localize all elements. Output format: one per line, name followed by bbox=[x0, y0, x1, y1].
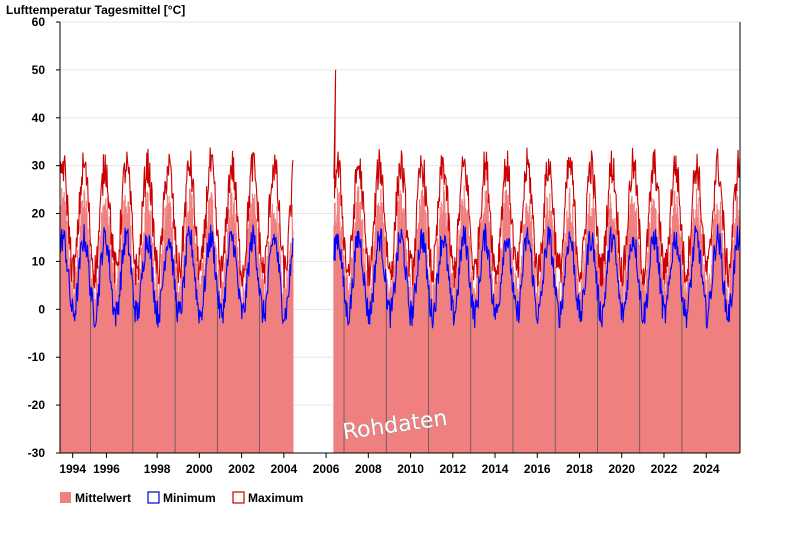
x-tick-label: 2000 bbox=[186, 462, 213, 476]
x-tick-label: 1996 bbox=[93, 462, 120, 476]
x-tick-label: 2016 bbox=[524, 462, 551, 476]
legend: Mittelwert Minimum Maximum bbox=[60, 491, 303, 505]
maximum-line bbox=[59, 147, 294, 289]
x-tick-labels: 1994 1996 1998 2000 2002 2004 2006 2008 2010 2012… bbox=[59, 462, 720, 476]
y-tick-labels: 60 50 40 30 20 10 0 -10 -20 -30 bbox=[28, 15, 46, 460]
minimum-line bbox=[333, 223, 741, 329]
legend-swatch-maximum bbox=[232, 491, 245, 504]
legend-label-minimum: Minimum bbox=[163, 491, 216, 505]
x-tick-label: 2012 bbox=[439, 462, 466, 476]
legend-label-mittelwert: Mittelwert bbox=[75, 491, 131, 505]
y-tick-label: 30 bbox=[32, 159, 46, 173]
x-tick-label: 1994 bbox=[59, 462, 86, 476]
x-tick-label: 1998 bbox=[144, 462, 171, 476]
chart-title: Lufttemperatur Tagesmittel [°C] bbox=[6, 3, 185, 17]
mean-bar bbox=[292, 230, 294, 453]
legend-item-minimum: Minimum bbox=[147, 491, 216, 505]
y-tick-label: 20 bbox=[32, 207, 46, 221]
y-tick-label: -30 bbox=[28, 446, 46, 460]
x-tick-label: 2010 bbox=[397, 462, 424, 476]
legend-item-maximum: Maximum bbox=[232, 491, 303, 505]
x-tick-label: 2018 bbox=[566, 462, 593, 476]
minimum-line bbox=[59, 224, 294, 329]
y-tick-label: 60 bbox=[32, 15, 46, 29]
minimum-series bbox=[59, 223, 741, 329]
x-tick-label: 2020 bbox=[608, 462, 635, 476]
x-tick-label: 2002 bbox=[228, 462, 255, 476]
x-tick-label: 2014 bbox=[482, 462, 509, 476]
legend-item-mittelwert: Mittelwert bbox=[60, 491, 131, 505]
legend-swatch-minimum bbox=[147, 491, 160, 504]
x-tick-label: 2008 bbox=[355, 462, 382, 476]
x-tick-label: 2006 bbox=[313, 462, 340, 476]
axes bbox=[56, 21, 741, 458]
y-tick-label: 50 bbox=[32, 63, 46, 77]
y-tick-label: 0 bbox=[38, 302, 45, 316]
maximum-series bbox=[59, 69, 741, 289]
y-tick-label: -10 bbox=[28, 350, 46, 364]
maximum-line bbox=[333, 69, 741, 288]
x-tick-label: 2024 bbox=[693, 462, 720, 476]
legend-swatch-mittelwert bbox=[60, 492, 71, 503]
y-tick-label: -20 bbox=[28, 398, 46, 412]
x-tick-label: 2004 bbox=[270, 462, 297, 476]
y-tick-label: 40 bbox=[32, 111, 46, 125]
year-dividers bbox=[90, 285, 683, 453]
legend-label-maximum: Maximum bbox=[248, 491, 303, 505]
x-tick-label: 2022 bbox=[651, 462, 678, 476]
y-tick-label: 10 bbox=[32, 254, 46, 268]
